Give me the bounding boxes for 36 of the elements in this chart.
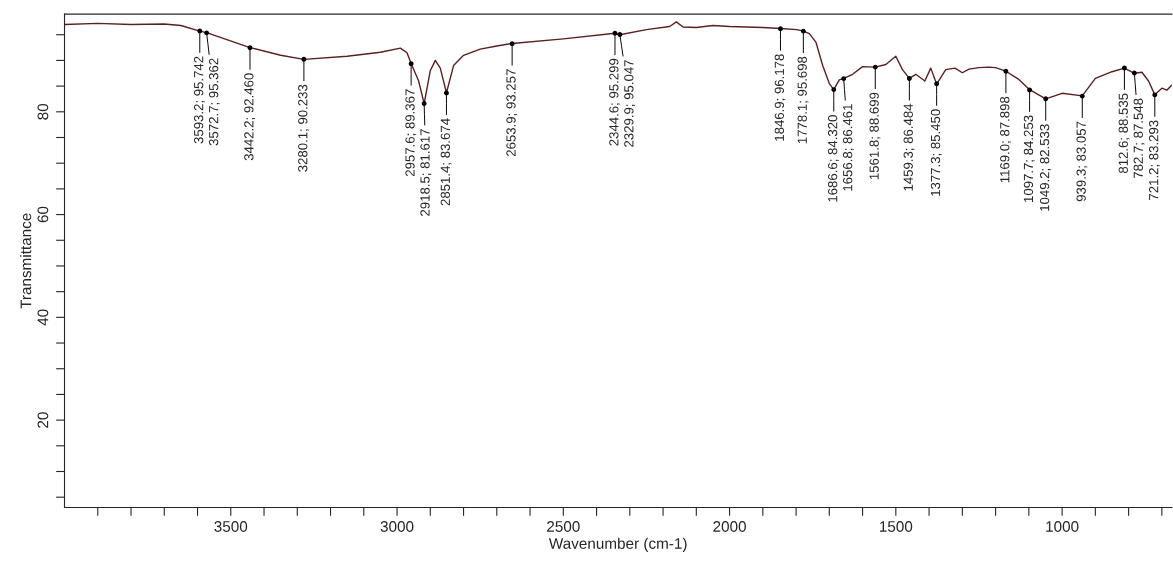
annotation: 3280.1; 90.233 <box>298 84 309 172</box>
annotation: 1049.2; 82.533 <box>1039 124 1051 211</box>
annotation: 2344.6; 95.299 <box>609 58 621 146</box>
annotation: 3593.2; 95.742 <box>193 56 205 144</box>
annotation: 1656.8; 86.461 <box>842 104 854 191</box>
annotation: 1169.0; 87.898 <box>1000 96 1011 183</box>
annotation: 2918.5; 81.617 <box>420 129 432 216</box>
y-tick-label: 20 <box>37 412 49 428</box>
y-tick-label: 60 <box>37 206 49 223</box>
annotation: 2653.9; 93.257 <box>506 69 518 157</box>
annotation: 782.7; 87.548 <box>1133 98 1145 179</box>
y-tick-label: 40 <box>37 309 49 326</box>
annotation: 939.3; 83.057 <box>1076 121 1088 202</box>
annotation: 1778.1; 95.698 <box>797 56 809 144</box>
x-tick-label: 1500 <box>880 521 913 532</box>
annotation: 1377.3; 85.450 <box>930 109 942 196</box>
y-axis-title: Transmittance <box>20 213 32 309</box>
x-tick-label: 3500 <box>214 521 248 532</box>
annotation: 2851.4; 83.674 <box>440 118 452 206</box>
annotation: 1459.3; 86.484 <box>903 103 915 191</box>
y-tick-label: 80 <box>37 103 49 120</box>
x-axis-title: Wavenumber (cm-1) <box>548 537 687 552</box>
annotation: 1097.7; 84.253 <box>1023 115 1035 202</box>
annotation: 3442.2; 92.460 <box>244 73 256 161</box>
annotation: 1561.8; 88.699 <box>869 92 881 180</box>
annotation: 1846.9; 96.178 <box>774 54 786 141</box>
annotation: 3572.7; 95.362 <box>208 58 220 146</box>
annotation: 812.6; 88.535 <box>1118 93 1130 174</box>
x-tick-label: 3000 <box>380 521 414 532</box>
x-tick-label: 2500 <box>547 521 580 532</box>
annotation: 721.2; 83.293 <box>1149 120 1160 200</box>
annotation: 1686.6; 84.320 <box>827 115 839 202</box>
x-tick-label: 1000 <box>1046 521 1079 532</box>
x-tick-label: 2000 <box>713 521 746 532</box>
annotation: 2957.6; 89.367 <box>405 89 417 177</box>
annotation: 2329.9; 95.047 <box>624 60 636 147</box>
